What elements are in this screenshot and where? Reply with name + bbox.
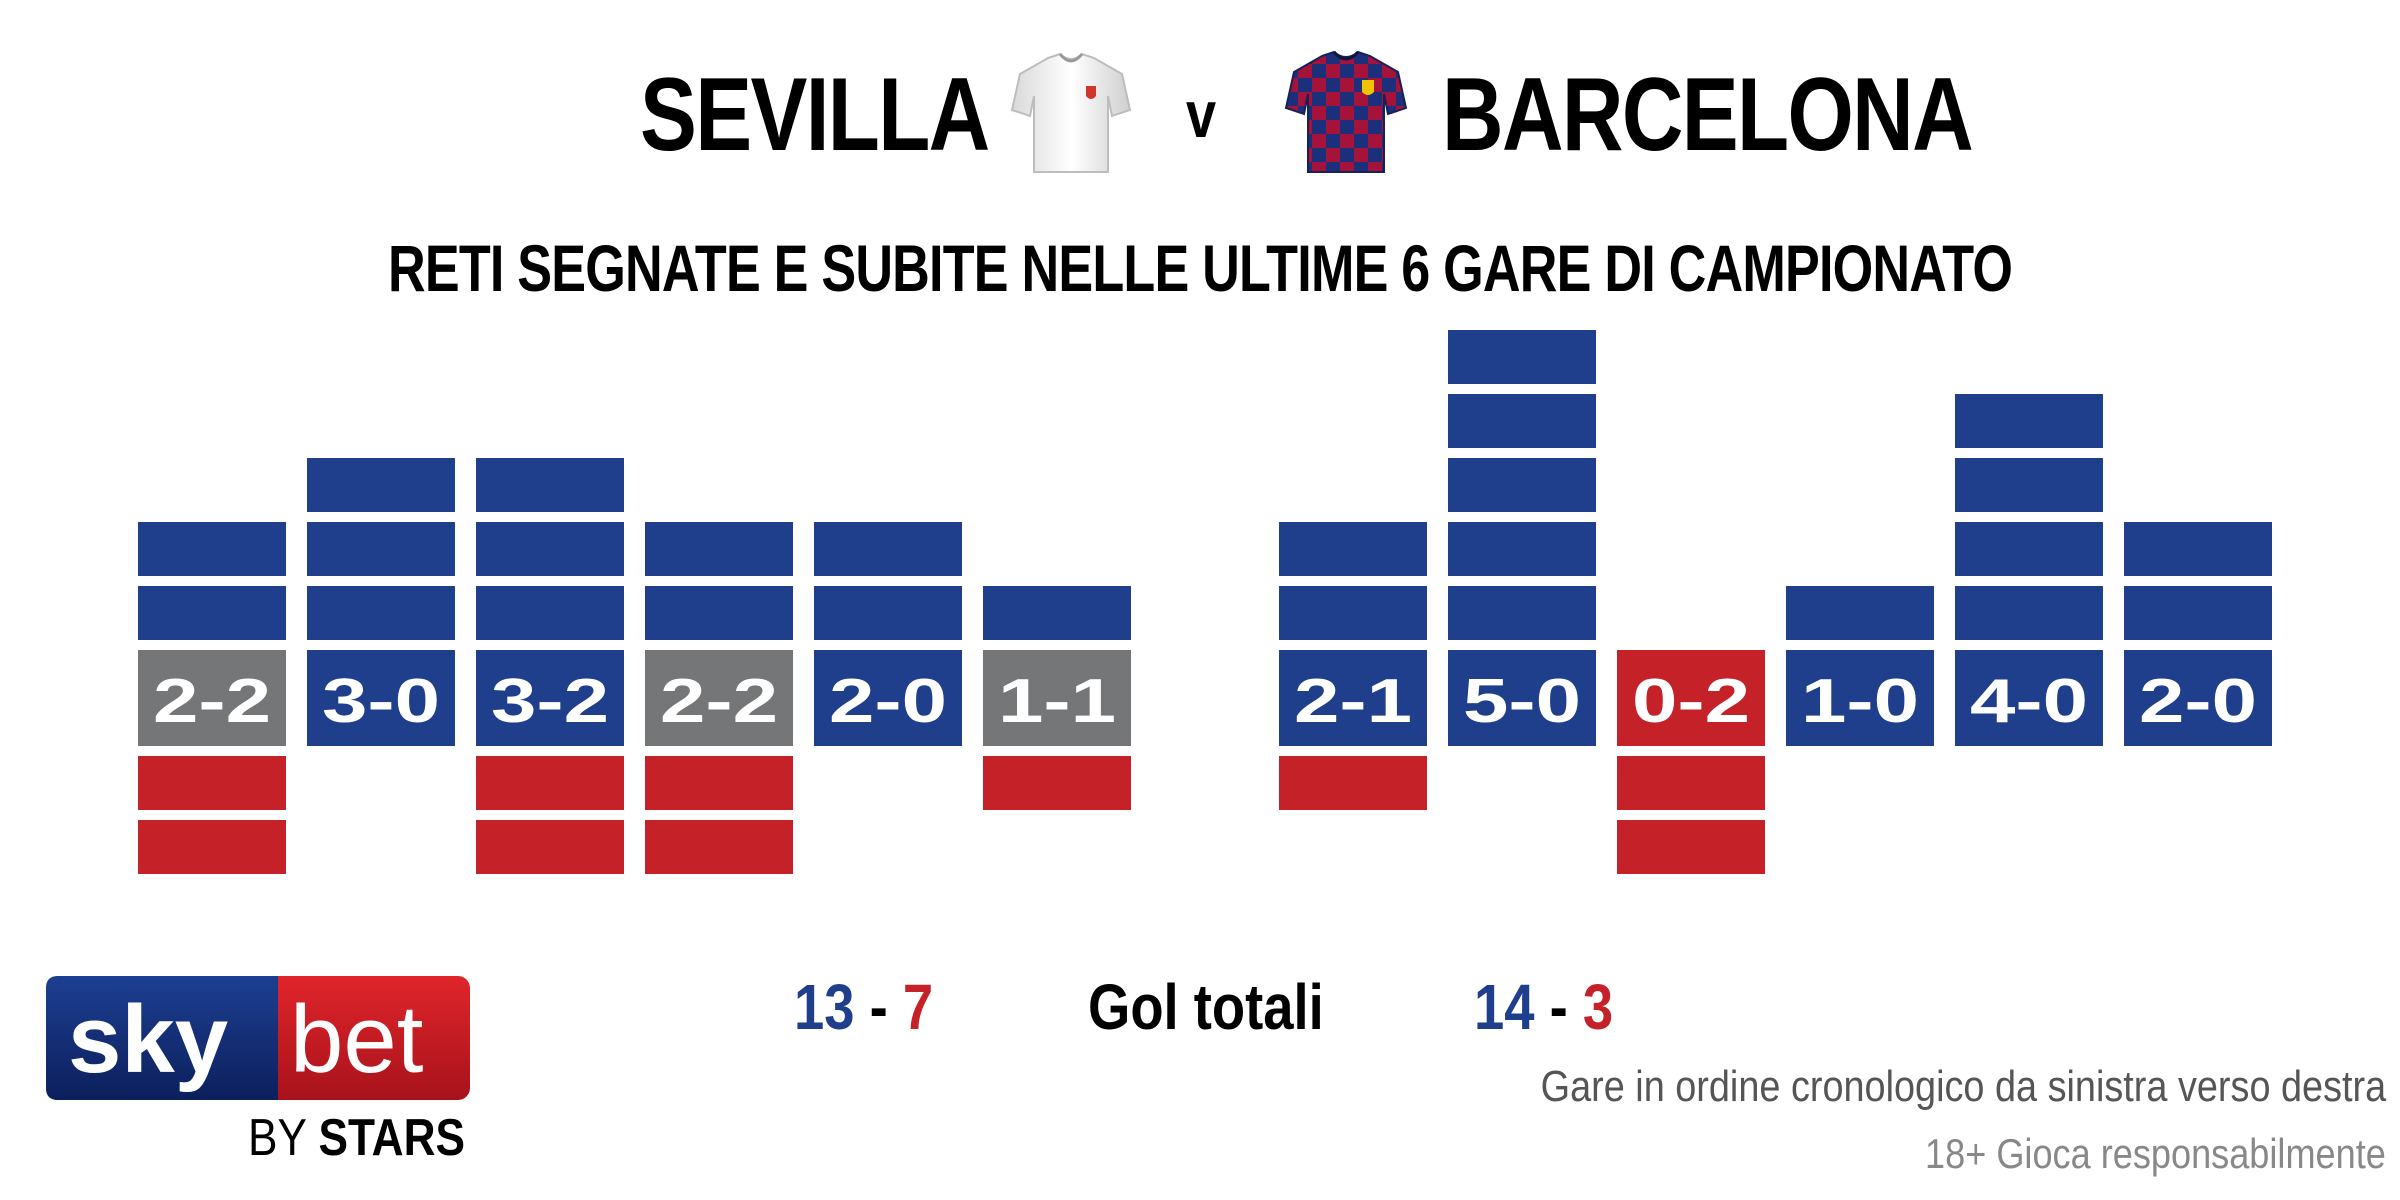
goal-scored-block — [1448, 394, 1596, 448]
match-score-label: 5-0 — [1463, 667, 1581, 736]
goal-scored-block — [1448, 458, 1596, 512]
goal-scored-block — [645, 522, 793, 576]
match-score-label: 3-2 — [491, 667, 609, 736]
match-score-block — [983, 650, 1131, 746]
versus-label: v — [1186, 77, 1216, 151]
goal-scored-block — [814, 586, 962, 640]
goal-conceded-block — [476, 820, 624, 874]
goal-scored-block — [1955, 586, 2103, 640]
match-score-block — [814, 650, 962, 746]
goal-scored-block — [138, 522, 286, 576]
goal-scored-block — [1448, 522, 1596, 576]
goal-conceded-block — [645, 820, 793, 874]
match-score-label: 2-1 — [1294, 667, 1412, 736]
match-score-label: 4-0 — [1970, 667, 2088, 736]
away-totals: 14 - 3 — [1474, 970, 1613, 1044]
match-score-label: 0-2 — [1632, 667, 1750, 736]
match-score-label: 2-0 — [829, 667, 947, 736]
match-score-block — [1448, 650, 1596, 746]
goal-conceded-block — [1617, 820, 1765, 874]
home-goals-conceded-total: 7 — [902, 971, 934, 1043]
home-totals-separator: - — [869, 971, 888, 1043]
goal-scored-block — [307, 522, 455, 576]
goal-scored-block — [1279, 586, 1427, 640]
logo-sky-text: sky — [68, 986, 228, 1093]
match-score-block — [476, 650, 624, 746]
goal-scored-block — [2124, 522, 2272, 576]
goal-conceded-block — [476, 756, 624, 810]
match-score-label: 1-1 — [998, 667, 1116, 736]
goal-scored-block — [2124, 586, 2272, 640]
goal-scored-block — [1279, 522, 1427, 576]
match-score-label: 1-0 — [1801, 667, 1919, 736]
by-stars-label: BY STARS — [248, 1108, 465, 1168]
match-score-block — [1786, 650, 1934, 746]
goal-scored-block — [1448, 330, 1596, 384]
match-score-label: 2-0 — [2139, 667, 2257, 736]
away-totals-separator: - — [1549, 971, 1568, 1043]
goal-scored-block — [645, 586, 793, 640]
away-goals-conceded-total: 3 — [1582, 971, 1614, 1043]
goal-conceded-block — [983, 756, 1131, 810]
sky-bet-logo: sky bet — [46, 976, 470, 1100]
home-goals-scored-total: 13 — [794, 971, 855, 1043]
match-score-block — [2124, 650, 2272, 746]
match-score-block — [138, 650, 286, 746]
goal-conceded-block — [1617, 756, 1765, 810]
match-score-block — [1955, 650, 2103, 746]
home-totals: 13 - 7 — [794, 970, 933, 1044]
match-score-block — [645, 650, 793, 746]
goal-scored-block — [814, 522, 962, 576]
goal-scored-block — [983, 586, 1131, 640]
goal-scored-block — [476, 586, 624, 640]
logo-bet-text: bet — [290, 986, 423, 1093]
goal-scored-block — [476, 522, 624, 576]
goal-conceded-block — [1279, 756, 1427, 810]
match-score-label: 2-2 — [153, 667, 271, 736]
goal-scored-block — [307, 586, 455, 640]
match-score-block — [1279, 650, 1427, 746]
chronological-note: Gare in ordine cronologico da sinistra v… — [1540, 1062, 2386, 1111]
goal-scored-block — [1955, 522, 2103, 576]
home-team-name: SEVILLA — [640, 57, 990, 173]
away-goals-scored-total: 14 — [1474, 971, 1535, 1043]
responsible-gambling-note: 18+ Gioca responsabilmente — [1925, 1130, 2386, 1177]
goal-conceded-block — [645, 756, 793, 810]
away-team-name: BARCELONA — [1442, 57, 1974, 173]
totals-label: Gol totali — [1088, 971, 1324, 1043]
match-score-block — [1617, 650, 1765, 746]
match-score-block — [307, 650, 455, 746]
goal-scored-block — [1955, 394, 2103, 448]
goal-scored-block — [1448, 586, 1596, 640]
match-score-label: 3-0 — [322, 667, 440, 736]
match-score-label: 2-2 — [660, 667, 778, 736]
barcelona-shirt-icon — [1284, 50, 1408, 173]
goal-scored-block — [1955, 458, 2103, 512]
goal-scored-block — [307, 458, 455, 512]
goal-conceded-block — [138, 820, 286, 874]
goal-scored-block — [1786, 586, 1934, 640]
logo-by-text: BY — [248, 1109, 307, 1167]
goal-scored-block — [138, 586, 286, 640]
goal-scored-block — [476, 458, 624, 512]
chart-subtitle: RETI SEGNATE E SUBITE NELLE ULTIME 6 GAR… — [388, 231, 2013, 305]
logo-stars-text: STARS — [318, 1109, 465, 1167]
goal-conceded-block — [138, 756, 286, 810]
sevilla-shirt-icon — [1010, 52, 1132, 173]
